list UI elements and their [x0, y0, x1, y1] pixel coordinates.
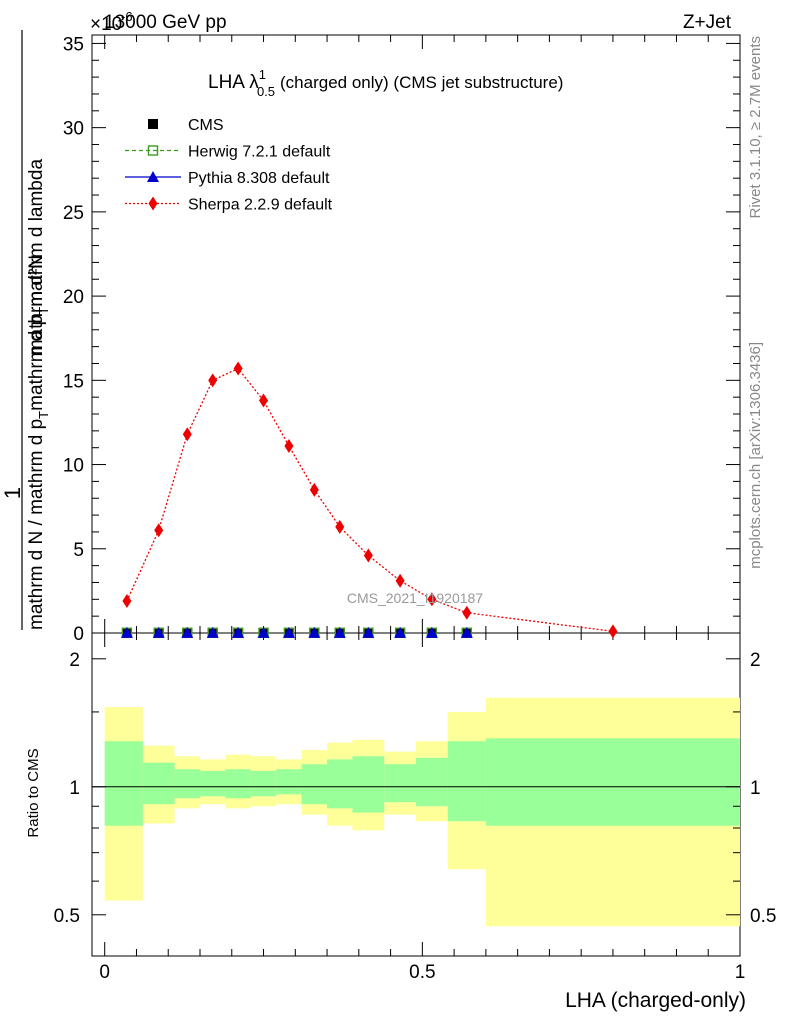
stat-uncertainty-band-bin — [142, 762, 175, 805]
point-diamond — [363, 548, 373, 563]
upper-ytick-label: 35 — [63, 34, 84, 55]
plot-title: LHA λ1 0.5 (charged only) (CMS jet substru… — [208, 67, 563, 99]
stat-uncertainty-band-bin — [447, 741, 486, 822]
upper-ytick-label: 5 — [73, 540, 84, 561]
upper-ytick-label: 25 — [63, 203, 84, 224]
legend-marker — [147, 145, 159, 156]
ylabel-sub-t1: T — [36, 411, 51, 419]
upper-axes: 0 5 10 15 20 25 30 35 — [63, 34, 741, 645]
stat-uncertainty-band-bin — [384, 764, 416, 803]
point-diamond — [284, 439, 294, 454]
point-triangle — [120, 626, 133, 638]
stat-uncertainty-band-bin — [174, 769, 200, 799]
title-main: LHA λ — [208, 72, 259, 93]
header-right-title: Z+Jet — [683, 12, 732, 33]
rivet-note: Rivet 3.1.10, ≥ 2.7M events — [747, 36, 764, 219]
ylabel-bottom: mathrm d N / mathrm d pTmathrm d pTmathr… — [26, 159, 51, 630]
point-triangle — [425, 626, 438, 638]
stat-uncertainty-band-bin — [416, 757, 448, 807]
point-diamond — [182, 427, 192, 442]
stat-uncertainty-band-bin — [200, 770, 226, 797]
point-diamond — [427, 592, 437, 607]
point-triangle — [308, 626, 321, 638]
xtick-label: 1 — [735, 962, 746, 983]
legend-marker — [147, 171, 159, 182]
point-triangle — [257, 626, 270, 638]
point-triangle — [362, 626, 375, 638]
ylabel-numerator: 1 — [0, 487, 25, 499]
title-rest: (charged only) (CMS jet substructure) — [280, 73, 563, 92]
point-diamond — [608, 624, 618, 639]
upper-ytick-label: 30 — [63, 119, 84, 140]
ratio-bands — [92, 697, 740, 927]
stat-uncertainty-band-bin — [485, 738, 740, 826]
ratio-ytick-label: 2 — [69, 650, 80, 671]
legend-label: Sherpa 2.2.9 default — [188, 197, 333, 214]
point-diamond — [462, 605, 472, 620]
point-diamond — [259, 393, 269, 408]
exponent-value: -6 — [121, 9, 133, 24]
ratio-ytick-label-right: 1 — [750, 778, 761, 799]
point-triangle — [232, 626, 245, 638]
xtick-label: 0.5 — [409, 962, 435, 983]
point-diamond — [309, 482, 319, 497]
ylabel-bottom-line3: mathrm d lambda — [26, 159, 47, 307]
series-layer — [120, 361, 618, 639]
ratio-ytick-label: 0.5 — [54, 906, 80, 927]
point-triangle — [333, 626, 346, 638]
upper-ytick-label: 15 — [63, 371, 84, 392]
title-sub: 0.5 — [257, 84, 275, 99]
stat-uncertainty-band-bin — [250, 770, 277, 797]
ratio-ytick-label-right: 2 — [750, 650, 761, 671]
point-triangle — [460, 626, 473, 638]
lower-axes: 0.5 0.5 1 1 2 2 0 0.5 1 — [54, 633, 776, 983]
stat-uncertainty-band-bin — [327, 759, 353, 809]
legend-label: Pythia 8.308 default — [188, 170, 330, 187]
point-triangle — [394, 626, 407, 638]
point-triangle — [152, 626, 165, 638]
upper-ylabel: 1 mathrm d²N mathrm d N / mathrm d pTmat… — [0, 30, 51, 630]
legend-marker — [148, 196, 158, 211]
exponent-label: ×10 — [90, 14, 122, 35]
point-triangle — [206, 626, 219, 638]
legend-label: CMS — [188, 117, 224, 134]
point-diamond — [335, 519, 345, 534]
xtick-label: 0 — [99, 962, 110, 983]
stat-uncertainty-band-bin — [225, 769, 251, 799]
xlabel: LHA (charged-only) — [565, 989, 746, 1012]
legend-marker — [148, 119, 158, 129]
ylabel-top: mathrm d²N — [26, 255, 47, 355]
stat-uncertainty-band-bin — [352, 756, 385, 813]
legend: CMS Herwig 7.2.1 default Pythia 8.308 defa… — [125, 117, 333, 214]
ratio-ylabel: Ratio to CMS — [25, 748, 42, 837]
legend-label: Herwig 7.2.1 default — [188, 144, 331, 161]
upper-ytick-label: 20 — [63, 287, 84, 308]
ylabel-bottom-line1: mathrm d N / mathrm d p — [26, 419, 47, 630]
ylabel-sub-t2: T — [36, 307, 51, 315]
ratio-ytick-label-right: 0.5 — [750, 906, 776, 927]
stat-uncertainty-band-bin — [104, 741, 143, 826]
title-sup: 1 — [259, 67, 266, 82]
sherpa-line — [126, 367, 614, 632]
stat-uncertainty-band-bin — [301, 764, 328, 805]
point-triangle — [181, 626, 194, 638]
point-diamond — [208, 373, 218, 388]
point-diamond — [122, 593, 132, 608]
point-triangle — [282, 626, 295, 638]
watermark: CMS_2021_I1920187 — [347, 590, 483, 606]
ratio-ytick-label: 1 — [69, 778, 80, 799]
upper-ytick-label: 10 — [63, 456, 84, 477]
point-diamond — [233, 361, 243, 376]
mcplots-note: mcplots.cern.ch [arXiv:1306.3436] — [747, 342, 764, 569]
stat-uncertainty-band-bin — [276, 769, 302, 795]
point-diamond — [395, 573, 405, 588]
upper-ytick-label: 0 — [73, 624, 84, 645]
header-left-title: 13000 GeV pp — [104, 12, 227, 33]
point-diamond — [154, 523, 164, 538]
ylabel-bottom-line2: mathrm d p — [26, 315, 47, 411]
